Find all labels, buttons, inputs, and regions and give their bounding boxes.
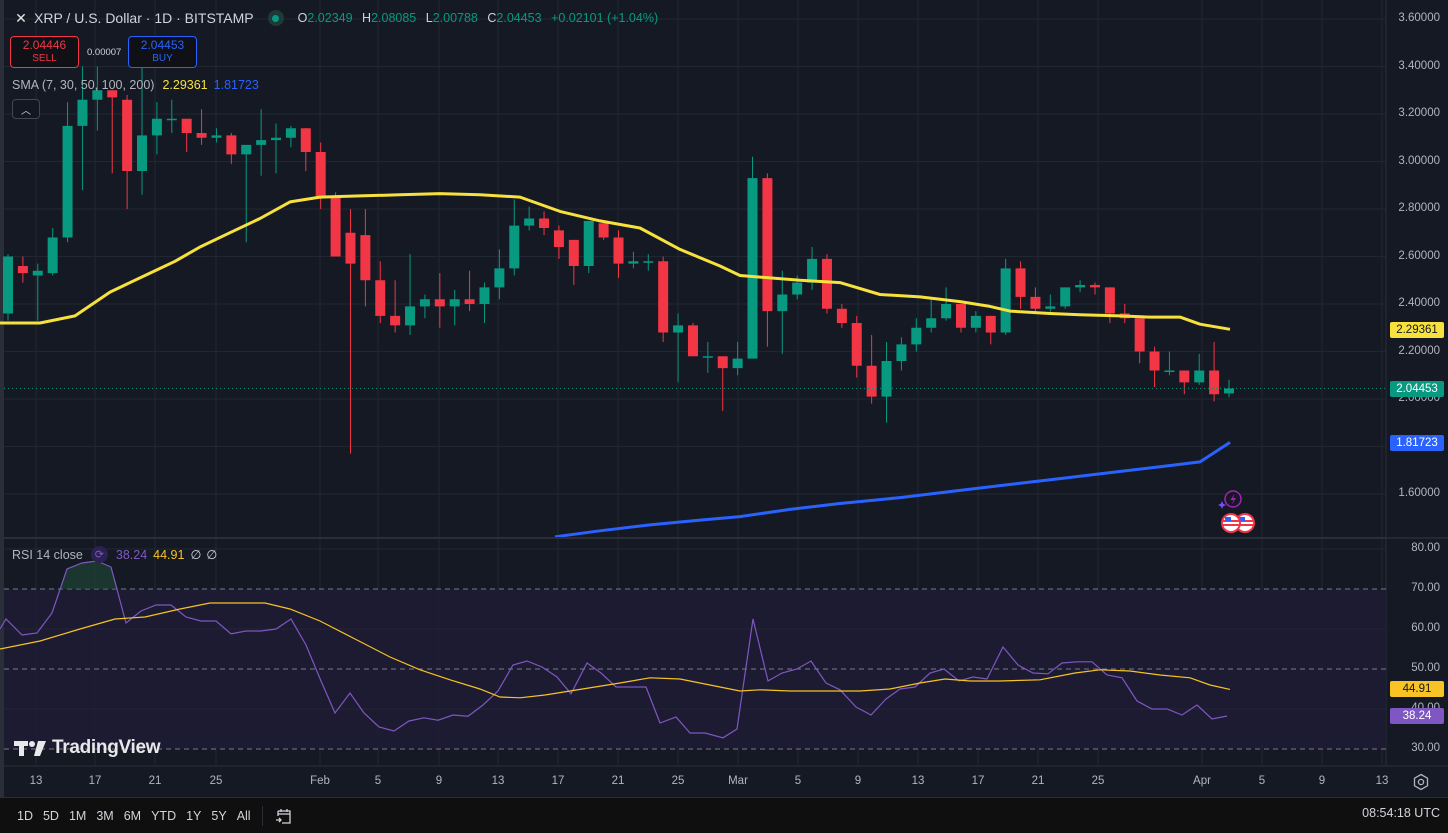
rsi-legend[interactable]: RSI 14 close ⟳ 38.24 44.91 ∅ ∅ <box>12 546 222 563</box>
time-tick: 5 <box>1258 775 1266 787</box>
rsi-tick: 60.00 <box>1411 622 1440 634</box>
sma-blue-price-tag: 1.81723 <box>1390 435 1444 451</box>
price-tick: 1.60000 <box>1398 487 1440 499</box>
buy-button[interactable]: 2.04453 BUY <box>128 36 197 68</box>
time-tick: Mar <box>728 775 748 787</box>
rsi-tick: 80.00 <box>1411 542 1440 554</box>
time-tick: 5 <box>794 775 802 787</box>
tradingview-logo-text: TradingView <box>52 737 161 758</box>
high-label: H <box>362 11 372 25</box>
range-selector: 1D 5D 1M 3M 6M YTD 1Y 5Y All <box>12 809 256 823</box>
x-close-icon[interactable]: ✕ <box>15 9 27 26</box>
range-button-6m[interactable]: 6M <box>123 808 142 823</box>
open-value: 2.02349 <box>307 11 353 25</box>
rsi-ma-value: 44.91 <box>153 547 185 562</box>
price-tick: 2.60000 <box>1398 249 1440 262</box>
time-tick: 13 <box>911 775 925 787</box>
price-tick: 2.40000 <box>1398 297 1440 309</box>
rsi-tick: 30.00 <box>1411 742 1440 754</box>
toolbar-divider <box>261 805 263 826</box>
high-value: 2.08085 <box>371 11 417 25</box>
sell-button[interactable]: 2.04446 SELL <box>10 36 79 68</box>
trade-panel: 2.04446 SELL 0.00007 2.04453 BUY <box>10 36 197 68</box>
chevron-up-icon: ︿ <box>21 105 31 117</box>
range-button-all[interactable]: All <box>236 808 251 823</box>
time-tick: Apr <box>1193 775 1211 787</box>
sma-yellow-price-tag: 2.29361 <box>1390 322 1444 338</box>
time-tick: 9 <box>435 775 443 787</box>
sma-legend[interactable]: SMA (7, 30, 50, 100, 200) 2.29361 1.8172… <box>12 78 259 92</box>
price-tick: 3.00000 <box>1398 154 1440 167</box>
low-value: 2.00788 <box>432 11 478 25</box>
range-button-5y[interactable]: 5Y <box>211 808 227 823</box>
time-tick: 13 <box>491 775 505 787</box>
time-tick: 9 <box>854 775 862 787</box>
time-tick: 5 <box>374 775 382 787</box>
close-label: C <box>487 11 497 25</box>
sma-value-blue: 1.81723 <box>213 78 259 92</box>
us-flag-event-icon[interactable] <box>1220 512 1260 534</box>
refresh-icon[interactable]: ⟳ <box>90 546 108 563</box>
range-button-3m[interactable]: 3M <box>96 808 114 823</box>
range-button-ytd[interactable]: YTD <box>151 808 177 823</box>
buy-price: 2.04453 <box>140 38 185 53</box>
time-tick: 25 <box>1091 775 1105 787</box>
time-tick: 17 <box>971 775 985 787</box>
ohlc-values: O2.02349 H2.08085 L2.00788 C2.04453 +0.0… <box>298 11 664 25</box>
time-tick: 25 <box>671 775 685 787</box>
range-button-1m[interactable]: 1M <box>68 808 87 823</box>
low-label: L <box>425 11 433 25</box>
sell-label: SELL <box>32 53 57 65</box>
rsi-empty-value-1: ∅ <box>190 548 202 562</box>
clock-utc[interactable]: 08:54:18 UTC <box>1362 806 1440 820</box>
spread-value: 0.00007 <box>87 46 122 58</box>
rsi-label[interactable]: RSI 14 close <box>12 547 83 562</box>
collapse-legend-button[interactable]: ︿ <box>12 99 40 119</box>
time-tick: 25 <box>209 775 223 787</box>
price-tick: 2.80000 <box>1398 202 1440 214</box>
symbol-title[interactable]: XRP / U.S. Dollar · 1D · BITSTAMP <box>34 10 254 26</box>
price-tick: 3.40000 <box>1398 59 1440 72</box>
time-tick: 13 <box>29 775 43 787</box>
range-button-1y[interactable]: 1Y <box>186 808 202 823</box>
settings-icon[interactable] <box>1412 773 1430 791</box>
price-tick: 3.20000 <box>1398 107 1440 119</box>
go-to-date-button[interactable] <box>273 805 295 827</box>
rsi-tick: 50.00 <box>1411 662 1440 674</box>
range-button-1d[interactable]: 1D <box>17 808 33 823</box>
time-tick: 21 <box>1031 775 1045 787</box>
time-tick: Feb <box>310 775 330 787</box>
rsi-ma-tag: 44.91 <box>1390 681 1444 697</box>
last-price-tag: 2.04453 <box>1390 381 1444 397</box>
price-tick: 3.60000 <box>1398 12 1440 24</box>
rsi-empty-value-2: ∅ <box>206 548 218 562</box>
range-button-5d[interactable]: 5D <box>42 808 59 823</box>
rsi-value-tag: 38.24 <box>1390 708 1444 724</box>
close-value: 2.04453 <box>496 11 542 25</box>
price-tick: 2.20000 <box>1398 344 1440 357</box>
time-tick: 17 <box>551 775 565 787</box>
market-open-status-icon <box>267 10 284 26</box>
sma-value-yellow: 2.29361 <box>162 78 208 92</box>
sma-label[interactable]: SMA (7, 30, 50, 100, 200) <box>12 78 155 92</box>
calendar-goto-icon <box>275 808 291 824</box>
tradingview-logo[interactable]: TradingView <box>14 737 161 759</box>
tradingview-logo-icon <box>14 741 46 756</box>
sell-price: 2.04446 <box>22 38 67 53</box>
time-tick: 21 <box>611 775 625 787</box>
event-lightning-icon[interactable] <box>1214 488 1246 512</box>
time-tick: 21 <box>148 775 162 787</box>
buy-label: BUY <box>152 53 173 65</box>
bottom-toolbar: 1D 5D 1M 3M 6M YTD 1Y 5Y All <box>0 797 1448 833</box>
symbol-legend: ✕ XRP / U.S. Dollar · 1D · BITSTAMP O2.0… <box>12 9 664 27</box>
time-tick: 17 <box>88 775 102 787</box>
rsi-value: 38.24 <box>115 547 148 562</box>
time-tick: 13 <box>1375 775 1389 787</box>
rsi-tick: 70.00 <box>1411 582 1440 594</box>
change-value: +0.02101 (+1.04%) <box>551 11 659 25</box>
open-label: O <box>297 11 308 25</box>
time-tick: 9 <box>1318 775 1326 787</box>
